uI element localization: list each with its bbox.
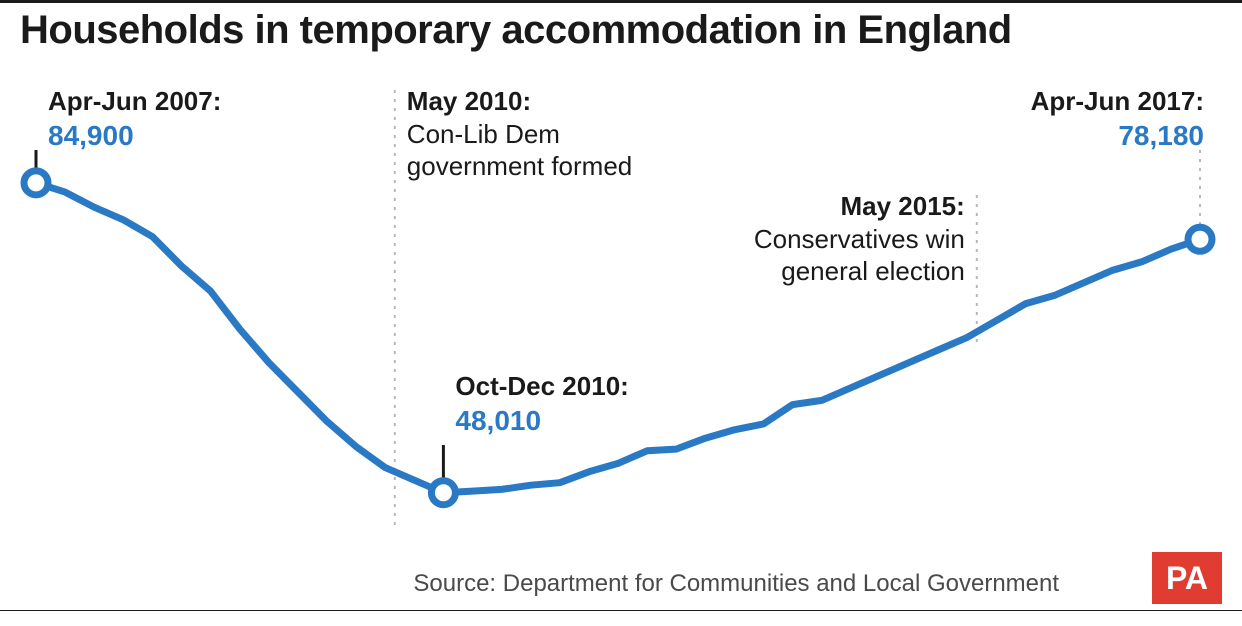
annotation-end-value: 78,180 [1031, 118, 1204, 153]
annotation-event-2010-line2: government formed [407, 150, 632, 183]
annotation-start-date: Apr-Jun 2007: [48, 85, 221, 118]
annotation-low-date: Oct-Dec 2010: [455, 370, 628, 403]
annotation-end-date: Apr-Jun 2017: [1031, 85, 1204, 118]
source-text: Source: Department for Communities and L… [413, 570, 1059, 598]
annotation-event-2010: May 2010: Con-Lib Dem government formed [407, 85, 632, 183]
annotation-event-2010-date: May 2010: [407, 85, 632, 118]
annotation-low: Oct-Dec 2010: 48,010 [455, 370, 628, 438]
bottom-rule [0, 610, 1242, 611]
pa-badge-text: PA [1166, 560, 1208, 597]
annotation-event-2010-line1: Con-Lib Dem [407, 118, 632, 151]
annotation-event-2015-line1: Conservatives win [754, 223, 965, 256]
pa-badge: PA [1152, 552, 1222, 604]
annotation-start: Apr-Jun 2007: 84,900 [48, 85, 221, 153]
annotation-start-value: 84,900 [48, 118, 221, 153]
annotation-event-2015: May 2015: Conservatives win general elec… [754, 190, 965, 288]
annotation-event-2015-line2: general election [754, 255, 965, 288]
annotation-event-2015-date: May 2015: [754, 190, 965, 223]
annotation-end: Apr-Jun 2017: 78,180 [1031, 85, 1204, 153]
chart-container: Households in temporary accommodation in… [0, 0, 1242, 626]
annotation-low-value: 48,010 [455, 403, 628, 438]
